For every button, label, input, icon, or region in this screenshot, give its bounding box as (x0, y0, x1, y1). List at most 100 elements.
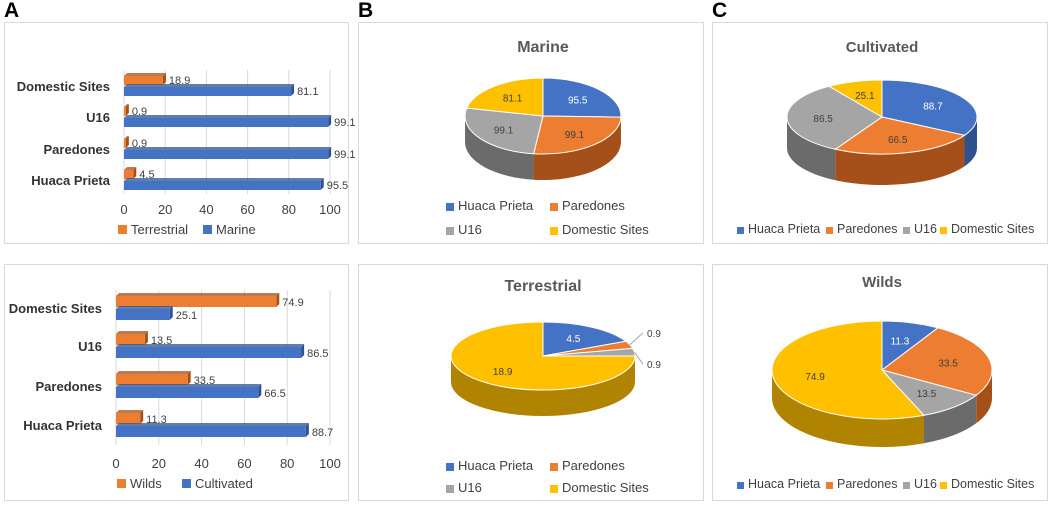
bar-face (116, 334, 145, 345)
pie-slice-domestic-sites (771, 320, 925, 420)
pie-slice-domestic-sites (827, 79, 883, 118)
bar-side (125, 136, 129, 148)
bar-face (124, 76, 163, 85)
bar-cultivated (116, 384, 262, 398)
pie-value-label: 33.5 (938, 359, 958, 370)
legend-label: Domestic Sites (951, 222, 1034, 236)
pie-slice-u16 (786, 85, 883, 150)
x-tick-label: 40 (199, 202, 213, 217)
bar-value-label: 99.1 (334, 149, 355, 161)
legend-label: Terrestrial (131, 222, 188, 237)
bar-top (124, 84, 295, 87)
legend-swatch (826, 482, 833, 489)
legend-swatch (940, 482, 947, 489)
legend-label: Domestic Sites (951, 477, 1034, 491)
x-tick-label: 80 (282, 202, 296, 217)
bar-top (124, 136, 129, 139)
legend-swatch (446, 463, 454, 471)
bar-value-label: 66.5 (264, 388, 285, 400)
bar-face (124, 87, 292, 96)
legend-label: U16 (914, 477, 937, 491)
pie-value-label: 25.1 (855, 91, 875, 102)
chart-title: Wilds (862, 274, 902, 291)
category-label: Domestic Sites (17, 79, 110, 94)
bar-wilds (116, 293, 280, 307)
pie-value-label: 11.3 (891, 337, 910, 348)
legend-label: Paredones (562, 458, 625, 473)
bar-face (124, 150, 329, 159)
legend-swatch (737, 227, 744, 234)
bar-value-label: 95.5 (327, 180, 348, 192)
pie-value-label: 0.9 (647, 329, 661, 340)
chart-title: Cultivated (846, 39, 919, 56)
bar-terrestrial (124, 73, 166, 85)
legend-label: Cultivated (195, 476, 253, 491)
bar-value-label: 88.7 (312, 427, 333, 439)
bar-side (328, 147, 332, 159)
legend-label: Paredones (837, 222, 897, 236)
bar-wilds (116, 331, 148, 345)
legend-swatch (182, 479, 191, 488)
legend-label: Huaca Prieta (458, 198, 534, 213)
bar-face (124, 170, 134, 179)
category-label: Huaca Prieta (31, 173, 111, 188)
category-label: Huaca Prieta (23, 418, 103, 433)
legend-swatch (903, 482, 910, 489)
bar-side (301, 344, 305, 358)
bar-face (124, 107, 126, 116)
bar-top (116, 293, 280, 296)
pie-value-label: 0.9 (647, 360, 661, 371)
bar-face (116, 426, 306, 437)
pie-value-label: 95.5 (568, 96, 588, 107)
bar-cultivated (116, 306, 173, 320)
bar-value-label: 25.1 (176, 310, 197, 322)
legend-swatch (446, 227, 454, 235)
pie-value-label: 13.5 (917, 389, 937, 400)
x-tick-label: 0 (112, 456, 119, 471)
bar-side (276, 293, 280, 307)
legend-label: Domestic Sites (562, 480, 649, 495)
bar-terrestrial (124, 136, 129, 148)
pie-value-label: 74.9 (805, 372, 825, 383)
x-tick-label: 80 (280, 456, 294, 471)
legend-swatch (117, 479, 126, 488)
category-label: Paredones (36, 379, 102, 394)
pie-value-label: 99.1 (494, 126, 514, 137)
bar-face (124, 139, 126, 148)
pie-value-label: 66.5 (888, 135, 908, 146)
pie-value-label: 88.7 (923, 101, 943, 112)
legend-label: Paredones (837, 477, 897, 491)
legend-label: Wilds (130, 476, 162, 491)
pie-slice-u16 (880, 369, 978, 416)
bar-cultivated (116, 344, 305, 358)
bar-face (116, 374, 188, 385)
panel-label-c: C (712, 0, 728, 22)
legend-label: U16 (458, 222, 482, 237)
bar-top (124, 73, 166, 76)
pie-slice-u16 (464, 107, 544, 155)
x-tick-label: 100 (319, 456, 341, 471)
bar-terrestrial (124, 104, 129, 116)
bar-side (144, 331, 148, 345)
bar-marine (124, 178, 324, 190)
leader-line (629, 332, 644, 346)
x-tick-label: 60 (240, 202, 254, 217)
chart-title: Marine (517, 39, 569, 56)
pie-slice-side (835, 135, 965, 185)
pie-slice-huaca-prieta (542, 321, 628, 357)
pie-value-label: 81.1 (503, 94, 523, 105)
bar-top (116, 410, 144, 413)
bar-top (124, 167, 137, 170)
bar-top (116, 344, 305, 347)
pie-slice-domestic-sites (450, 321, 636, 391)
category-label: U16 (78, 339, 102, 354)
legend-swatch (203, 225, 212, 234)
x-tick-label: 40 (194, 456, 208, 471)
legend-label: Huaca Prieta (748, 477, 820, 491)
bar-face (124, 181, 321, 190)
legend-swatch (118, 225, 127, 234)
panel-label-b: B (358, 0, 374, 22)
pie-slice-side (533, 117, 621, 180)
leader-line (634, 351, 644, 365)
legend-swatch (737, 482, 744, 489)
